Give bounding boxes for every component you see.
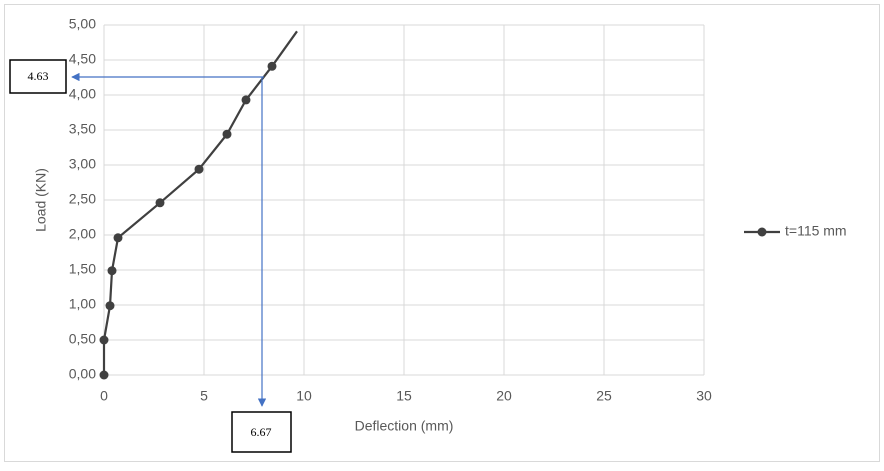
annotation: 4.63: [28, 69, 49, 83]
y-tick-label: 3,50: [69, 121, 96, 137]
y-axis-label: Load (KN): [33, 168, 49, 232]
x-axis-label: Deflection (mm): [355, 418, 454, 434]
data-point: [99, 370, 109, 380]
y-tick-label: 0,00: [69, 366, 96, 382]
annotation-box: [9, 59, 67, 94]
x-tick-label: 15: [396, 388, 412, 404]
x-tick-label: 30: [696, 388, 712, 404]
data-point: [267, 61, 277, 71]
y-tick-label: 0,50: [69, 331, 96, 347]
y-tick-label: 2,00: [69, 226, 96, 242]
data-point: [241, 95, 251, 105]
data-point: [155, 198, 165, 208]
data-point: [99, 335, 109, 345]
x-tick-label: 25: [596, 388, 612, 404]
y-tick-label: 4,50: [69, 51, 96, 67]
x-tick-label: 10: [296, 388, 312, 404]
data-point: [194, 164, 204, 174]
data-point: [105, 301, 115, 311]
x-tick-label: 0: [100, 388, 108, 404]
y-tick-label: 2,50: [69, 191, 96, 207]
data-point: [222, 129, 232, 139]
legend-marker: [757, 227, 767, 237]
y-tick-label: 1,50: [69, 261, 96, 277]
data-point: [107, 266, 117, 276]
y-tick-label: 4,00: [69, 86, 96, 102]
y-tick-label: 3,00: [69, 156, 96, 172]
x-tick-label: 20: [496, 388, 512, 404]
y-tick-label: 5,00: [69, 16, 96, 32]
annotation: 6.67: [251, 425, 272, 439]
y-tick-label: 1,00: [69, 296, 96, 312]
annotation-box: [231, 411, 292, 453]
chart-border: [4, 4, 880, 462]
legend-label: t=115 mm: [785, 223, 847, 239]
x-tick-label: 5: [200, 388, 208, 404]
data-point: [113, 233, 123, 243]
